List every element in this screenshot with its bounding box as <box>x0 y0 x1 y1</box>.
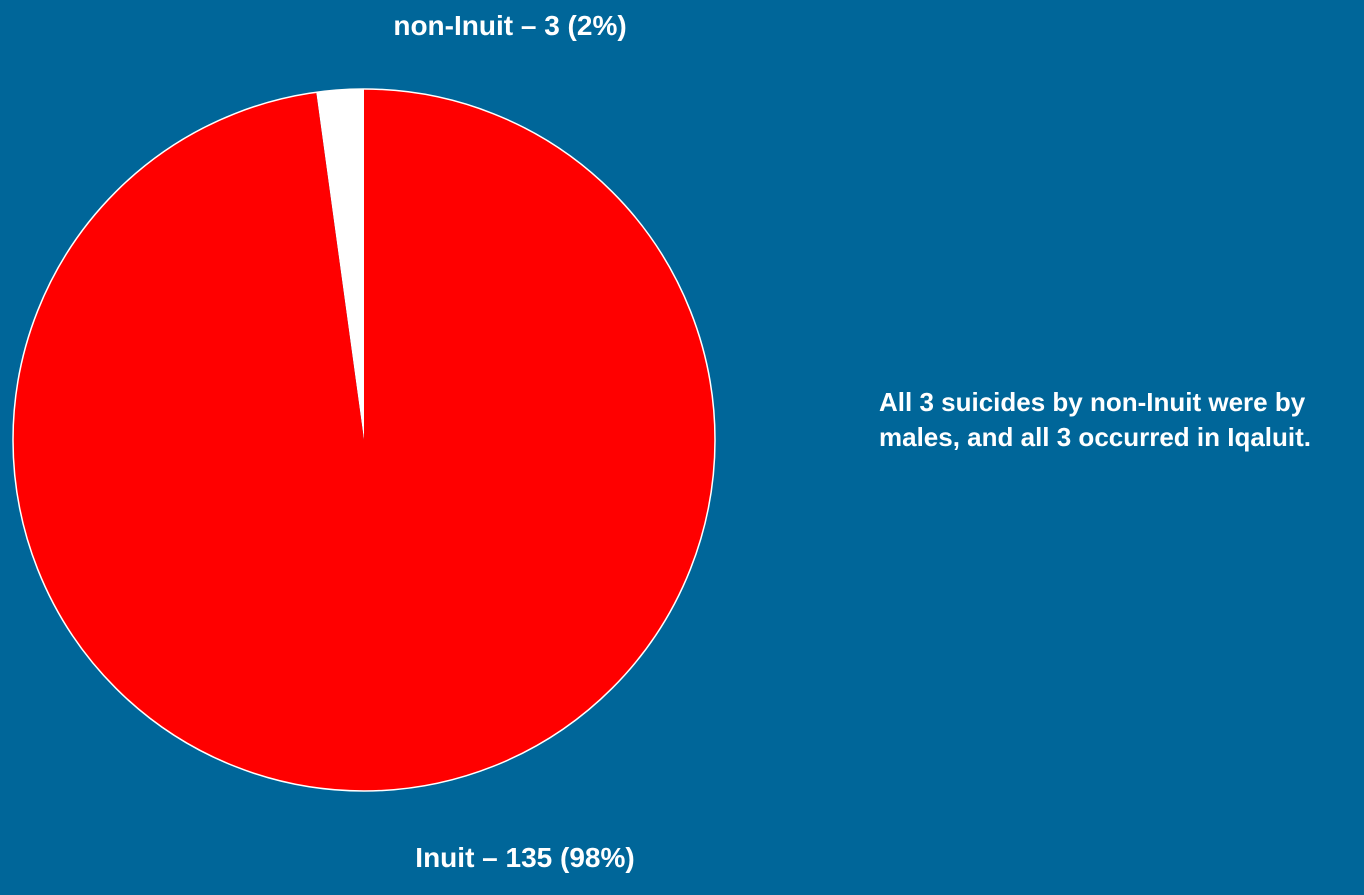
pie-slice-non-inuit <box>316 89 364 440</box>
pie-slices <box>12 88 716 792</box>
pie-outline <box>12 88 716 792</box>
annotation-text: All 3 suicides by non-Inuit were by male… <box>879 387 1312 452</box>
pie-slice-inuit <box>13 89 716 791</box>
